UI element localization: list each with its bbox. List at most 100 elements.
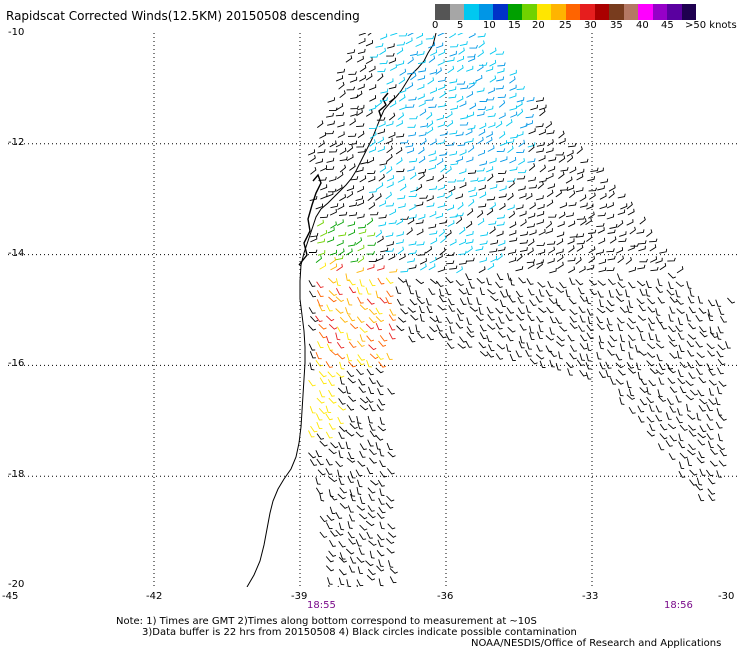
wind-barb <box>568 201 577 207</box>
wind-barb <box>498 170 507 174</box>
legend-label: >50 knots <box>685 20 737 31</box>
wind-barb <box>328 550 337 557</box>
wind-barb <box>515 350 522 358</box>
wind-barb <box>315 255 323 263</box>
wind-barb <box>368 344 377 351</box>
wind-barb <box>487 314 495 321</box>
wind-barb <box>709 460 718 467</box>
wind-barb <box>325 522 333 530</box>
wind-barb <box>367 264 375 270</box>
wind-barb <box>378 340 387 347</box>
wind-barb <box>346 430 355 437</box>
wind-barb <box>547 139 554 147</box>
wind-barb <box>567 143 577 148</box>
wind-barb <box>315 450 322 458</box>
wind-barb <box>339 156 348 162</box>
wind-barb <box>669 296 678 303</box>
wind-barb <box>327 277 337 284</box>
wind-barb <box>478 40 485 48</box>
wind-barb <box>499 140 507 147</box>
wind-barb <box>448 94 457 99</box>
wind-barb <box>349 489 356 497</box>
wind-barb <box>425 297 432 306</box>
wind-barb <box>318 304 326 312</box>
wind-barb <box>366 359 372 368</box>
wind-barb <box>308 379 316 387</box>
wind-barb <box>437 184 446 191</box>
wind-barb <box>349 323 359 330</box>
wind-barb <box>380 88 389 94</box>
wind-barb <box>319 515 328 523</box>
wind-barb <box>350 493 356 502</box>
wind-barb <box>338 522 345 531</box>
wind-barb <box>649 368 658 375</box>
wind-barb <box>549 327 555 335</box>
wind-barb <box>335 332 341 341</box>
wind-barb <box>639 387 648 393</box>
wind-barb <box>437 202 446 209</box>
wind-barb <box>505 314 513 321</box>
wind-barb <box>327 577 333 585</box>
wind-barb <box>688 430 697 437</box>
wind-barb <box>597 280 606 286</box>
wind-barb <box>608 289 614 298</box>
wind-barb <box>500 290 507 298</box>
wind-barb <box>627 208 635 216</box>
wind-barb <box>336 326 344 334</box>
wind-barb <box>525 113 534 119</box>
wind-barb <box>675 298 684 305</box>
legend-label: 25 <box>559 20 572 31</box>
wind-barb <box>588 279 598 286</box>
wind-barb <box>368 317 377 324</box>
wind-barb <box>697 295 704 304</box>
wind-barb <box>569 166 577 174</box>
wind-barb <box>527 314 535 322</box>
wind-barb <box>315 158 323 164</box>
wind-barb <box>659 248 668 254</box>
wind-barb <box>607 229 616 234</box>
wind-barb <box>315 315 323 323</box>
wind-barb <box>505 119 513 127</box>
wind-barb <box>536 261 543 269</box>
wind-barb <box>508 295 516 303</box>
wind-barb <box>638 240 647 245</box>
wind-barb <box>407 56 414 65</box>
wind-barb <box>358 513 368 520</box>
note-line-2: 3)Data buffer is 22 hrs from 20150508 4)… <box>142 627 577 638</box>
wind-barb <box>348 278 356 286</box>
wind-barb <box>507 204 515 211</box>
wind-barb <box>649 238 658 243</box>
wind-barb <box>359 334 366 342</box>
wind-barb <box>508 230 517 236</box>
wind-barb <box>655 405 662 413</box>
wind-barb <box>588 211 595 219</box>
wind-barb <box>585 217 592 225</box>
wind-barb <box>425 35 435 40</box>
wind-barb <box>458 238 466 246</box>
wind-barb <box>445 166 452 174</box>
wind-barb <box>478 266 486 274</box>
wind-barb <box>328 323 338 330</box>
wind-barb <box>329 209 337 216</box>
wind-barb <box>490 239 499 245</box>
wind-barb <box>377 128 385 135</box>
wind-barb <box>337 248 345 256</box>
wind-barb <box>516 175 526 180</box>
wind-barb <box>596 222 605 228</box>
wind-barb <box>516 108 524 117</box>
wind-barb <box>466 317 472 325</box>
wind-barb <box>669 386 678 393</box>
wind-barb <box>507 145 514 154</box>
wind-barb <box>615 362 624 369</box>
wind-barb <box>535 97 545 102</box>
wind-barb <box>330 530 338 537</box>
wind-barb <box>617 220 624 228</box>
wind-barb <box>585 296 592 305</box>
wind-barb <box>586 308 594 316</box>
wind-barb <box>558 130 565 139</box>
wind-barb <box>399 183 407 191</box>
legend-swatch <box>551 4 566 20</box>
wind-barb <box>465 138 474 143</box>
wind-barb <box>496 253 503 261</box>
wind-barb <box>378 497 385 505</box>
